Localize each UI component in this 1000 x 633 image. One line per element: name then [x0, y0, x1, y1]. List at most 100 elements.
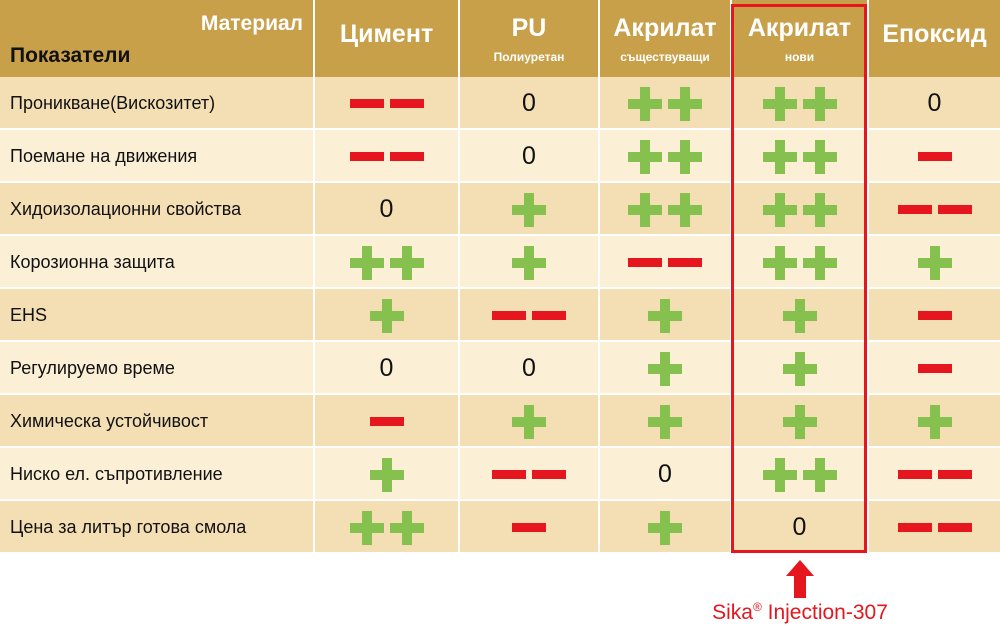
rating-cell: [598, 77, 730, 130]
minus-icon: [389, 99, 424, 108]
minus-icon: [937, 470, 972, 479]
rating-positive: [762, 86, 837, 121]
plus-icon: [389, 245, 424, 280]
rating-cell: [458, 183, 598, 236]
rating-cell: [458, 501, 598, 554]
minus-icon: [897, 470, 932, 479]
plus-icon: [628, 192, 662, 227]
rating-cell: [313, 501, 458, 554]
rating-cell: [867, 289, 1000, 342]
plus-icon: [648, 351, 682, 386]
rating-positive: [917, 404, 952, 439]
rating-cell: [313, 130, 458, 183]
rating-cell: 0: [313, 342, 458, 395]
rating-neutral: 0: [379, 195, 394, 223]
row-label: Ниско ел. съпротивление: [10, 464, 223, 484]
header-col-subtitle: Полиуретан: [493, 50, 565, 64]
plus-icon: [349, 510, 384, 545]
rating-cell: [598, 289, 730, 342]
rating-cell: [598, 130, 730, 183]
rating-negative: [492, 470, 566, 479]
table-row: Химическа устойчивост: [0, 395, 1000, 448]
rating-negative: [917, 364, 952, 373]
minus-icon: [532, 311, 566, 320]
rating-positive: [512, 192, 546, 227]
rating-cell: [598, 501, 730, 554]
rating-neutral: 0: [658, 460, 672, 488]
minus-icon: [532, 470, 566, 479]
product-callout: Sika® Injection-307: [700, 600, 900, 625]
rating-cell: [867, 183, 1000, 236]
rating-positive: [762, 245, 837, 280]
rating-negative: [349, 152, 424, 161]
minus-icon: [628, 258, 662, 267]
header-col-title: Цимент: [339, 20, 434, 48]
minus-icon: [897, 523, 932, 532]
plus-icon: [648, 404, 682, 439]
rating-cell: [598, 236, 730, 289]
plus-icon: [782, 351, 817, 386]
rating-neutral: 0: [522, 354, 536, 382]
rating-cell: [313, 395, 458, 448]
plus-icon: [917, 245, 952, 280]
rating-cell: 0: [458, 77, 598, 130]
rating-cell: [458, 448, 598, 501]
rating-positive: [512, 245, 546, 280]
minus-icon: [349, 152, 384, 161]
rating-positive: [349, 510, 424, 545]
header-col-acrylate-new: Акрилат нови: [730, 0, 867, 77]
rating-positive: [648, 404, 682, 439]
plus-icon: [349, 245, 384, 280]
row-label: Проникване(Вискозитет): [10, 93, 216, 113]
row-label: Химическа устойчивост: [10, 411, 209, 431]
header-col-acrylate-existing: Акрилат съществуващи: [598, 0, 730, 77]
rating-negative: [897, 523, 972, 532]
rating-cell: [458, 395, 598, 448]
table-row: Поемане на движения 0: [0, 130, 1000, 183]
plus-icon: [802, 245, 837, 280]
header-col-title: PU: [511, 14, 547, 42]
plus-icon: [668, 139, 702, 174]
rating-neutral: 0: [522, 89, 536, 117]
rating-positive: [762, 457, 837, 492]
header-col-epoxy: Епоксид: [867, 0, 1000, 77]
rating-neutral: 0: [379, 354, 394, 382]
plus-icon: [802, 457, 837, 492]
plus-icon: [512, 404, 546, 439]
rating-positive: [917, 245, 952, 280]
rating-cell: 0: [458, 130, 598, 183]
rating-negative: [349, 99, 424, 108]
plus-icon: [802, 139, 837, 174]
rating-cell: [867, 342, 1000, 395]
material-label: Материал: [200, 12, 303, 35]
table-header: Материал Показатели Цимент PU Полиуретан…: [0, 0, 1000, 77]
rating-positive: [648, 351, 682, 386]
plus-icon: [512, 245, 546, 280]
header-col-cement: Цимент: [313, 0, 458, 77]
up-arrow-icon: [786, 560, 814, 598]
rating-positive: [782, 351, 817, 386]
plus-icon: [762, 86, 797, 121]
rating-negative: [897, 470, 972, 479]
table-row: Цена за литър готова смола 0: [0, 501, 1000, 554]
rating-negative: [917, 152, 952, 161]
rating-positive: [648, 510, 682, 545]
rating-cell: 0: [313, 183, 458, 236]
rating-cell: [313, 289, 458, 342]
indicators-label: Показатели: [10, 44, 131, 67]
rating-cell: [598, 342, 730, 395]
rating-positive: [762, 139, 837, 174]
rating-negative: [628, 258, 702, 267]
minus-icon: [349, 99, 384, 108]
plus-icon: [762, 139, 797, 174]
minus-icon: [917, 364, 952, 373]
rating-cell: [867, 448, 1000, 501]
table-row: Регулируемо време 0 0: [0, 342, 1000, 395]
rating-negative: [897, 205, 972, 214]
rating-cell: [867, 395, 1000, 448]
minus-icon: [492, 311, 526, 320]
rating-negative: [369, 417, 404, 426]
header-col-pu: PU Полиуретан: [458, 0, 598, 77]
brand-name: Sika: [712, 601, 753, 624]
table-row: Хидоизолационни свойства 0: [0, 183, 1000, 236]
